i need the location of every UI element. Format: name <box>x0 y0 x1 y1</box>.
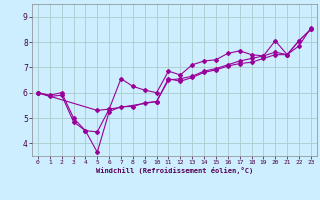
X-axis label: Windchill (Refroidissement éolien,°C): Windchill (Refroidissement éolien,°C) <box>96 167 253 174</box>
